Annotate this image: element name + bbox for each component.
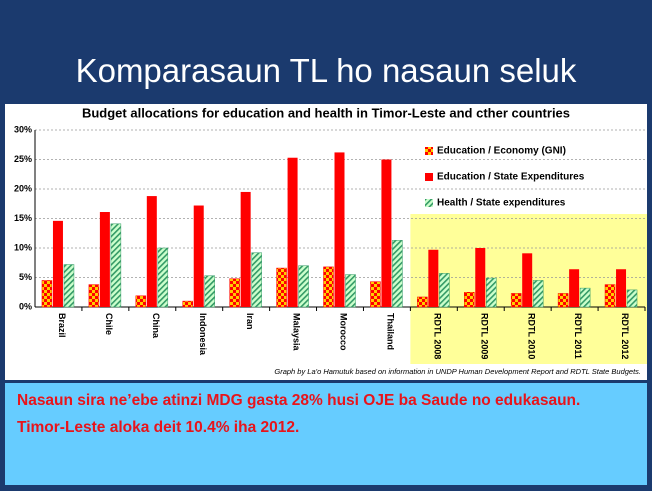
- bar: [464, 292, 475, 308]
- x-tick-label: RDTL 2009: [479, 313, 489, 359]
- y-tick-label: 15%: [14, 213, 32, 223]
- legend-label: Education / Economy (GNI): [437, 146, 566, 157]
- bar: [557, 293, 569, 308]
- bar: [63, 264, 75, 308]
- bar: [110, 223, 122, 308]
- x-tick-label: Morocco: [339, 313, 349, 351]
- x-tick-label: RDTL 2011: [573, 313, 583, 359]
- x-tick-label: RDTL 2008: [432, 313, 442, 359]
- bar: [276, 267, 287, 308]
- bar: [193, 205, 204, 307]
- legend-swatch: [425, 173, 433, 181]
- bar: [287, 157, 298, 307]
- legend-swatch: [425, 147, 433, 155]
- bar: [99, 212, 110, 307]
- bar: [439, 273, 450, 308]
- bar: [626, 289, 638, 308]
- bar: [251, 252, 262, 308]
- chart-title: Budget allocations for education and hea…: [82, 105, 570, 120]
- bar: [604, 284, 616, 308]
- bar: [52, 220, 63, 307]
- bar: [569, 269, 580, 307]
- x-tick-label: Thailand: [386, 313, 396, 350]
- bar: [475, 248, 486, 307]
- bar: [135, 295, 147, 308]
- legend-swatch: [425, 199, 433, 207]
- bar: [298, 265, 309, 308]
- x-tick-label: RDTL 2012: [620, 313, 630, 359]
- bar: [522, 253, 533, 307]
- y-tick-label: 10%: [14, 242, 32, 252]
- x-tick-label: Indonesia: [198, 313, 208, 356]
- callout: Nasaun sira ne’ebe atinzi MDG gasta 28% …: [5, 383, 647, 485]
- bar: [381, 159, 392, 307]
- bar: [486, 277, 497, 308]
- callout-text: Timor-Leste aloka deit 10.4% iha 2012.: [17, 419, 300, 436]
- bar: [204, 275, 215, 308]
- bar: [370, 281, 381, 308]
- x-tick-label: Chile: [104, 313, 114, 335]
- bar: [41, 280, 53, 308]
- bar: [345, 274, 356, 308]
- bar: [510, 293, 522, 308]
- x-tick-label: Malaysia: [292, 313, 302, 352]
- legend-label: Health / State expenditures: [437, 198, 566, 209]
- chart: Budget allocations for education and hea…: [5, 104, 647, 380]
- slide-title: Komparasaun TL ho nasaun seluk: [75, 52, 577, 89]
- y-tick-label: 0%: [19, 301, 32, 311]
- callout-text: Nasaun sira ne’ebe atinzi MDG gasta 28% …: [17, 392, 581, 409]
- bar: [579, 287, 591, 308]
- legend-label: Education / State Expenditures: [437, 172, 585, 183]
- y-tick-label: 30%: [14, 124, 32, 134]
- x-tick-label: China: [151, 313, 161, 339]
- y-tick-label: 20%: [14, 183, 32, 193]
- note: Graph by La'o Hamutuk based on informati…: [274, 367, 641, 376]
- bar: [240, 191, 251, 307]
- bar: [392, 240, 403, 308]
- bar: [157, 247, 169, 308]
- bar: [532, 280, 544, 308]
- bar: [146, 196, 157, 307]
- bar: [616, 269, 627, 307]
- y-tick-label: 5%: [19, 272, 32, 282]
- bar: [334, 152, 345, 307]
- y-tick-label: 25%: [14, 154, 32, 164]
- bar: [182, 300, 193, 308]
- x-tick-label: RDTL 2010: [526, 313, 536, 359]
- bar: [417, 296, 428, 308]
- bar: [323, 266, 334, 308]
- bar: [88, 284, 100, 308]
- x-tick-label: Iran: [245, 313, 255, 330]
- bar: [428, 249, 439, 307]
- bar: [229, 278, 240, 308]
- x-tick-label: Brazil: [57, 313, 67, 338]
